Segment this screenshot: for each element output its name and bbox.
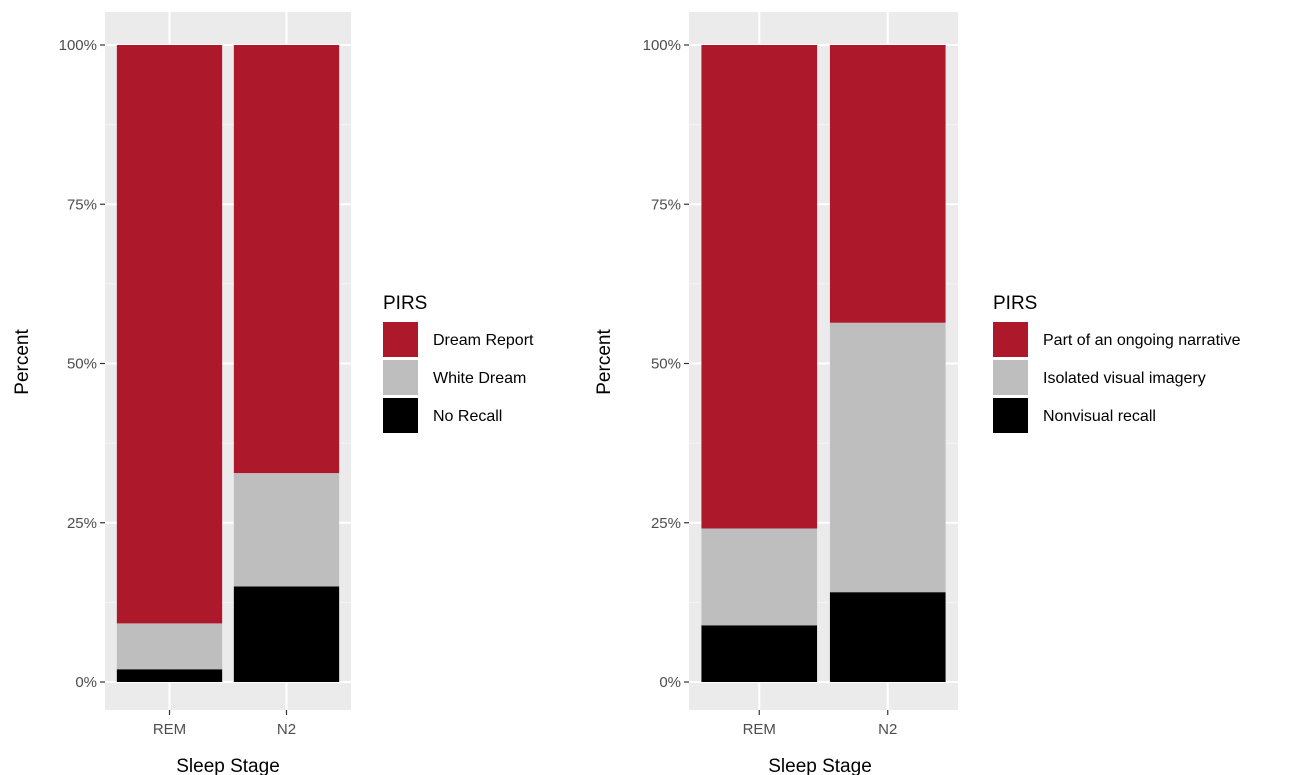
legend-label: White Dream bbox=[433, 370, 526, 387]
bar-segment bbox=[116, 669, 223, 682]
legend-key bbox=[993, 398, 1028, 433]
y-tick-label: 75% bbox=[67, 196, 97, 213]
bar-segment bbox=[116, 45, 223, 624]
y-tick-label: 100% bbox=[643, 37, 681, 54]
legend-key bbox=[993, 360, 1028, 395]
y-axis-title: Percent bbox=[594, 329, 615, 395]
legend-label: No Recall bbox=[433, 408, 502, 425]
bar-segment bbox=[701, 625, 818, 682]
bar-segment bbox=[829, 45, 946, 323]
bar-segment bbox=[829, 322, 946, 593]
x-tick-label: N2 bbox=[878, 721, 897, 738]
legend-key bbox=[993, 322, 1028, 357]
legend: PIRS Dream Report White Dream No Recall bbox=[383, 293, 534, 433]
legend-label: Isolated visual imagery bbox=[1043, 370, 1206, 387]
legend-label: Part of an ongoing narrative bbox=[1043, 332, 1241, 349]
legend-key bbox=[383, 398, 418, 433]
x-tick-label: REM bbox=[153, 721, 186, 738]
legend-label: Dream Report bbox=[433, 332, 534, 349]
y-axis-title: Percent bbox=[12, 329, 33, 395]
chart-panel-1: 0% 25% 50% 75% 100% REM N2 Sleep Stage Percent PI… bbox=[12, 12, 534, 775]
y-tick-label: 100% bbox=[59, 37, 97, 54]
y-tick-label: 50% bbox=[67, 356, 97, 373]
y-tick-label: 75% bbox=[651, 196, 681, 213]
x-axis-title: Sleep Stage bbox=[176, 756, 280, 775]
legend-title: PIRS bbox=[993, 293, 1037, 314]
x-tick-label: N2 bbox=[277, 721, 296, 738]
bar-segment bbox=[233, 586, 340, 682]
legend-key bbox=[383, 360, 418, 395]
x-tick-label: REM bbox=[743, 721, 776, 738]
y-tick-label: 25% bbox=[651, 515, 681, 532]
bar-segment bbox=[233, 45, 340, 474]
bar-segment bbox=[701, 528, 818, 626]
legend-key bbox=[383, 322, 418, 357]
y-tick-label: 0% bbox=[75, 674, 97, 691]
y-tick-label: 25% bbox=[67, 515, 97, 532]
bar-segment bbox=[829, 592, 946, 682]
bar-segment bbox=[116, 623, 223, 670]
y-tick-label: 50% bbox=[651, 356, 681, 373]
y-tick-label: 0% bbox=[659, 674, 681, 691]
x-axis-title: Sleep Stage bbox=[768, 756, 872, 775]
legend-label: Nonvisual recall bbox=[1043, 408, 1156, 425]
legend-title: PIRS bbox=[383, 293, 427, 314]
bar-segment bbox=[233, 473, 340, 587]
bar-segment bbox=[701, 45, 818, 529]
chart-panel-2: 0% 25% 50% 75% 100% REM N2 Sleep Stage Percent PI… bbox=[594, 12, 1241, 775]
legend: PIRS Part of an ongoing narrative Isolated… bbox=[993, 293, 1241, 433]
